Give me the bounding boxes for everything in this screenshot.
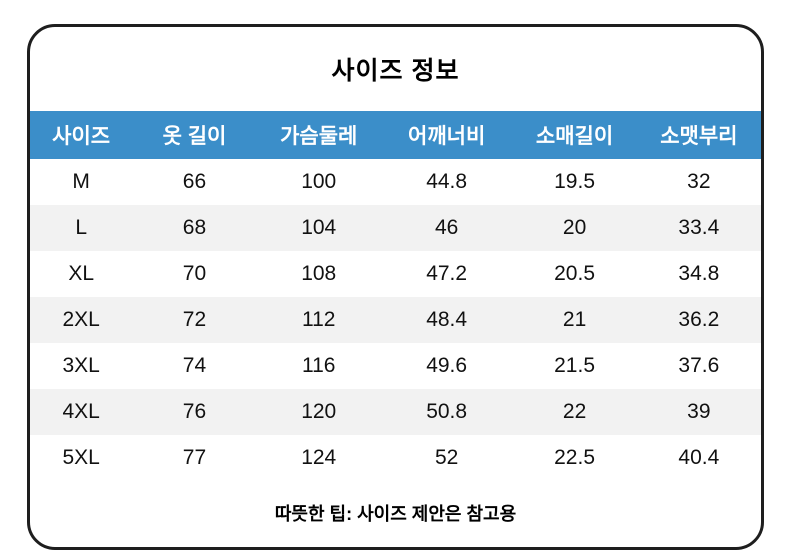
cell-sleeve: 22: [562, 400, 587, 423]
column-header-sleeve: 소매길이: [512, 111, 637, 159]
cell-cuff: 36.2: [678, 308, 720, 331]
column-header-shoulder: 어깨너비: [380, 111, 513, 159]
cell-chest: 124: [301, 446, 337, 469]
size-info-card: 사이즈 정보 사이즈 옷 길이 가슴둘레 어깨너비 소매길이 소맷부리 M 66…: [27, 24, 764, 550]
cell-length: 68: [182, 216, 207, 239]
table-row-xl: XL 70 108 47.2 20.5 34.8: [30, 251, 761, 297]
cell-shoulder: 48.4: [426, 308, 468, 331]
column-header-chest: 가슴둘레: [256, 111, 381, 159]
cell-size: 2XL: [62, 308, 100, 331]
cell-size: 5XL: [62, 446, 100, 469]
cell-cuff: 34.8: [678, 262, 720, 285]
column-header-length: 옷 길이: [132, 111, 257, 159]
cell-length: 70: [182, 262, 207, 285]
cell-length: 72: [182, 308, 207, 331]
cell-cuff: 37.6: [678, 354, 720, 377]
footer-note: 따뜻한 팁: 사이즈 제안은 참고용: [274, 504, 517, 524]
cell-shoulder: 49.6: [426, 354, 468, 377]
cell-shoulder: 44.8: [426, 170, 468, 193]
footer-area: 따뜻한 팁: 사이즈 제안은 참고용: [30, 481, 761, 545]
cell-length: 66: [182, 170, 207, 193]
cell-length: 76: [182, 400, 207, 423]
cell-chest: 104: [301, 216, 337, 239]
cell-shoulder: 52: [434, 446, 459, 469]
cell-cuff: 32: [687, 170, 711, 193]
table-row-l: L 68 104 46 20 33.4: [30, 205, 761, 251]
cell-sleeve: 21.5: [554, 354, 595, 377]
page-title: 사이즈 정보: [331, 57, 460, 85]
cell-chest: 120: [301, 400, 337, 423]
column-header-size: 사이즈: [30, 111, 133, 159]
cell-cuff: 39: [687, 400, 711, 423]
cell-sleeve: 20: [562, 216, 587, 239]
cell-sleeve: 21: [562, 308, 587, 331]
size-table: 사이즈 옷 길이 가슴둘레 어깨너비 소매길이 소맷부리 M 66 100 44…: [30, 111, 761, 481]
cell-size: 4XL: [62, 400, 100, 423]
table-row-2xl: 2XL 72 112 48.4 21 36.2: [30, 297, 761, 343]
table-header-row: 사이즈 옷 길이 가슴둘레 어깨너비 소매길이 소맷부리: [30, 111, 761, 159]
cell-sleeve: 20.5: [554, 262, 595, 285]
cell-length: 74: [182, 354, 207, 377]
column-header-cuff: 소맷부리: [636, 111, 761, 159]
cell-length: 77: [182, 446, 207, 469]
cell-size: 3XL: [62, 354, 100, 377]
cell-chest: 116: [301, 354, 336, 377]
cell-size: L: [75, 216, 87, 239]
table-row-m: M 66 100 44.8 19.5 32: [30, 159, 761, 205]
cell-sleeve: 22.5: [554, 446, 595, 469]
cell-chest: 112: [301, 308, 336, 331]
cell-cuff: 33.4: [678, 216, 720, 239]
cell-shoulder: 46: [434, 216, 459, 239]
cell-size: XL: [68, 262, 94, 285]
cell-chest: 100: [301, 170, 337, 193]
cell-cuff: 40.4: [678, 446, 720, 469]
cell-sleeve: 19.5: [554, 170, 595, 193]
cell-chest: 108: [301, 262, 337, 285]
title-area: 사이즈 정보: [30, 27, 761, 111]
table-row-4xl: 4XL 76 120 50.8 22 39: [30, 389, 761, 435]
table-row-3xl: 3XL 74 116 49.6 21.5 37.6: [30, 343, 761, 389]
cell-shoulder: 50.8: [426, 400, 468, 423]
table-row-5xl: 5XL 77 124 52 22.5 40.4: [30, 435, 761, 481]
cell-shoulder: 47.2: [426, 262, 468, 285]
cell-size: M: [72, 170, 90, 193]
